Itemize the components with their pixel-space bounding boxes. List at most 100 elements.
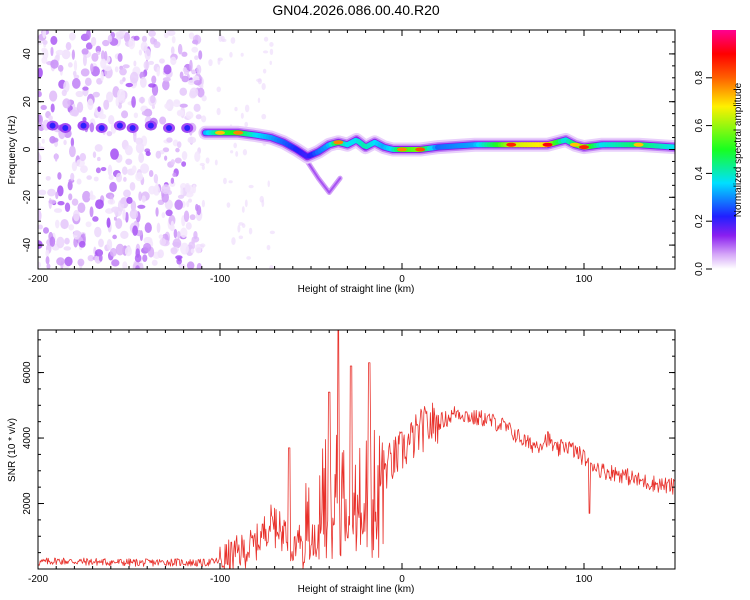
noise-speckle — [133, 60, 137, 67]
noise-speckle — [48, 115, 53, 122]
noise-speckle — [172, 100, 181, 108]
y-tick-label: 2000 — [22, 492, 33, 515]
noise-speckle — [181, 150, 188, 161]
noise-speckle — [261, 113, 267, 120]
noise-speckle — [176, 231, 181, 239]
noise-speckle — [103, 50, 108, 62]
noise-speckle — [103, 99, 110, 110]
early-band-core — [49, 122, 56, 129]
noise-speckle — [77, 202, 86, 214]
noise-speckle — [196, 64, 202, 75]
noise-speckle — [151, 75, 157, 84]
snr-x-ticks: -200 -100 0 100 — [28, 330, 676, 585]
noise-speckle — [124, 145, 133, 156]
noise-speckle — [38, 91, 42, 98]
noise-speckle — [73, 60, 78, 72]
noise-speckle — [191, 69, 197, 75]
noise-speckle — [73, 209, 80, 222]
noise-speckle — [217, 57, 223, 62]
noise-speckle — [151, 259, 158, 266]
noise-speckle — [191, 46, 199, 53]
noise-speckle — [161, 212, 166, 219]
noise-speckle — [122, 209, 126, 221]
noise-speckle — [179, 87, 188, 96]
noise-speckle — [43, 227, 49, 234]
noise-speckle — [117, 88, 126, 101]
noise-speckle — [189, 214, 196, 221]
noise-speckle — [121, 110, 129, 119]
noise-speckle — [50, 59, 59, 69]
noise-speckle — [120, 199, 126, 204]
noise-speckle — [42, 39, 48, 45]
noise-speckle — [181, 51, 188, 57]
noise-speckle — [38, 142, 42, 147]
noise-speckle — [135, 142, 145, 154]
noise-speckle — [50, 35, 58, 45]
noise-speckle — [148, 83, 156, 88]
noise-speckle — [41, 47, 46, 53]
noise-speckle — [79, 153, 87, 162]
noise-speckle — [100, 71, 104, 82]
noise-speckle — [244, 199, 248, 208]
snr-x-axis-label: Height of straight line (km) — [298, 584, 415, 595]
noise-speckle — [72, 230, 82, 240]
noise-speckle — [62, 98, 71, 109]
noise-speckle — [170, 159, 176, 166]
colorbar-tick-label: 0.4 — [694, 166, 705, 180]
ridge-hotspot — [579, 145, 589, 150]
ridge-hotspot — [415, 147, 426, 152]
noise-speckle — [201, 165, 205, 170]
noise-speckle — [117, 53, 123, 62]
noise-speckle — [93, 176, 99, 182]
noise-speckle — [183, 210, 190, 223]
noise-speckle — [72, 70, 77, 77]
colorbar-tick-label: 0.6 — [694, 118, 705, 132]
noise-speckle — [92, 216, 99, 222]
noise-speckle — [156, 66, 161, 77]
x-tick-label: -200 — [28, 574, 48, 585]
noise-speckle — [170, 56, 177, 66]
noise-speckle — [188, 32, 195, 40]
noise-speckle — [162, 147, 170, 153]
noise-speckle — [46, 263, 51, 269]
x-tick-label: -100 — [210, 274, 230, 285]
noise-speckle — [110, 148, 119, 160]
noise-speckle — [115, 243, 125, 256]
spectrogram-x-axis-label: Height of straight line (km) — [298, 284, 415, 295]
noise-speckle — [201, 199, 206, 208]
noise-speckle — [241, 206, 245, 213]
noise-speckle — [187, 136, 197, 144]
noise-speckle — [181, 75, 189, 83]
noise-speckle — [90, 36, 97, 47]
colorbar-ticks: 0.0 0.2 0.4 0.6 0.8 — [694, 70, 712, 276]
noise-speckle — [84, 77, 92, 87]
noise-speckle — [119, 67, 127, 76]
noise-speckle — [115, 218, 123, 229]
noise-speckle — [80, 68, 90, 77]
noise-speckle — [125, 82, 134, 88]
noise-speckle — [49, 236, 56, 247]
noise-speckle — [195, 243, 202, 254]
noise-speckle — [155, 181, 159, 193]
noise-speckle — [228, 180, 233, 184]
noise-speckle — [63, 246, 72, 251]
noise-speckle — [179, 103, 188, 108]
x-tick-label: -100 — [210, 574, 230, 585]
snr-y-ticks: 2000 4000 6000 — [22, 339, 675, 554]
noise-speckle — [229, 150, 234, 154]
noise-speckle — [150, 94, 156, 104]
noise-speckle — [155, 207, 159, 217]
noise-speckle — [166, 137, 173, 143]
noise-speckle — [226, 202, 231, 208]
noise-speckle — [172, 238, 182, 249]
noise-speckle — [55, 49, 64, 56]
noise-speckle — [148, 60, 155, 65]
snr-y-axis-label: SNR (10 * v/v) — [7, 418, 18, 482]
noise-speckle — [248, 184, 254, 189]
noise-speckle — [192, 184, 197, 194]
spectrogram-early-band — [46, 120, 194, 133]
noise-speckle — [87, 254, 95, 262]
noise-speckle — [38, 224, 43, 230]
noise-speckle — [57, 172, 62, 180]
noise-speckle — [125, 211, 129, 223]
